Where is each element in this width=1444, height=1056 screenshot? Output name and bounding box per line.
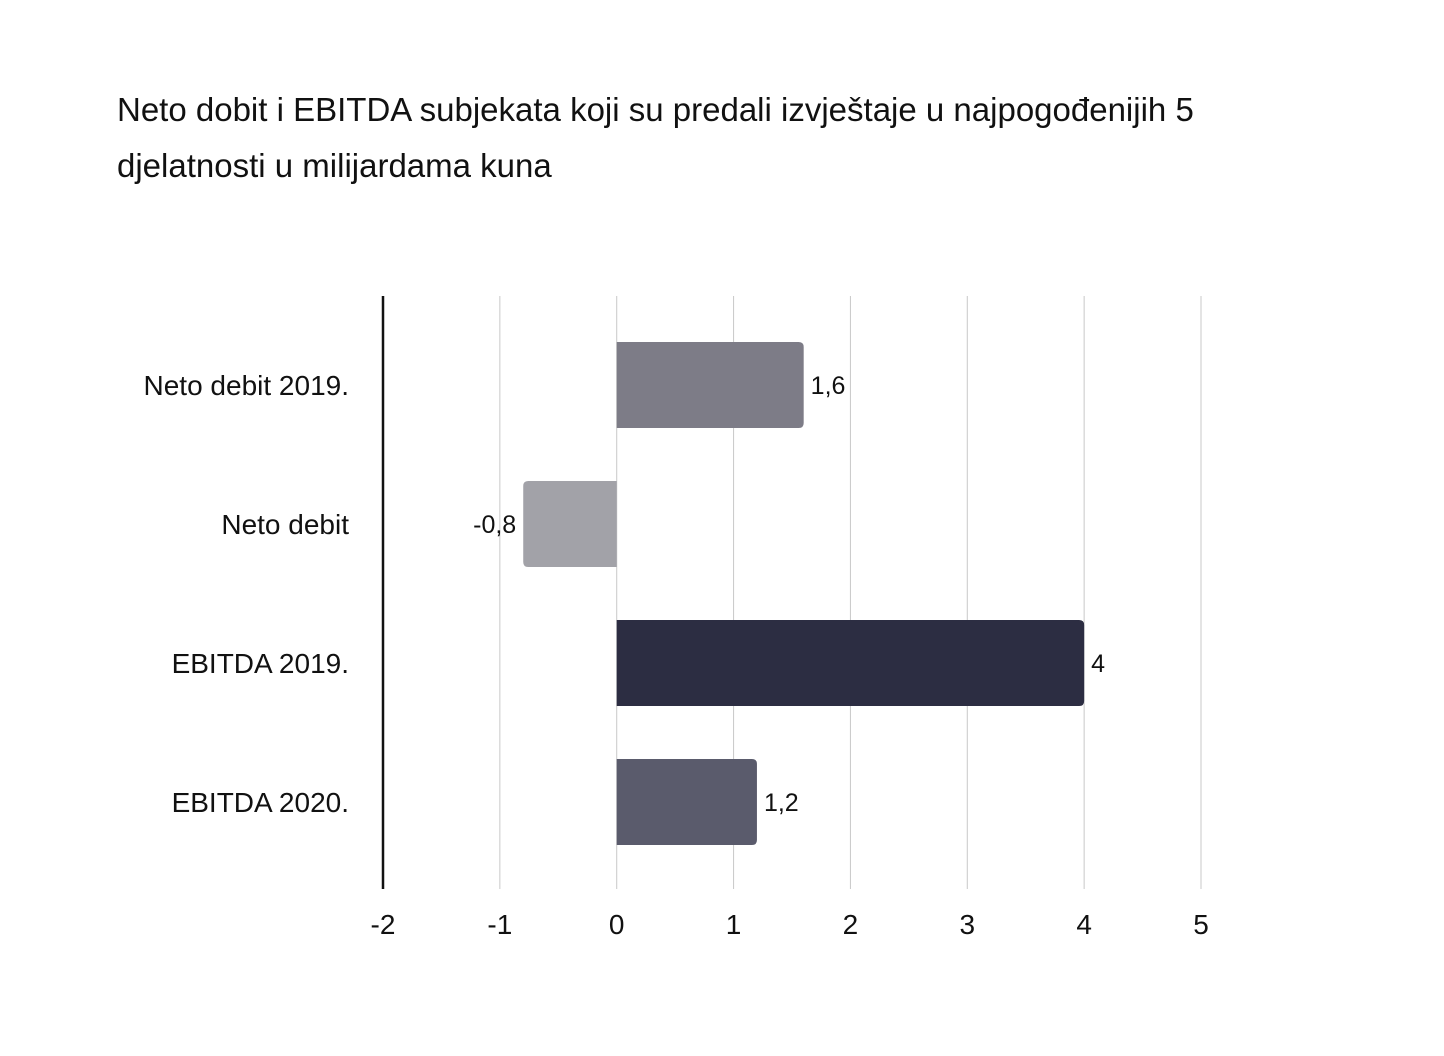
category-label: EBITDA 2020. (172, 787, 349, 818)
x-tick-label: 5 (1193, 909, 1209, 940)
value-label: 4 (1091, 650, 1105, 678)
x-tick-label: 1 (726, 909, 742, 940)
x-tick-label: 4 (1076, 909, 1092, 940)
category-label: Neto debit (221, 509, 349, 540)
gridlines (499, 296, 1202, 889)
chart-title: Neto dobit i EBITDA subjekata koji su pr… (117, 91, 1194, 184)
x-tick-label: -2 (371, 909, 396, 940)
labels: -2 -1 0 1 2 3 4 5 Neto debit 2019. 1,6 Neto debit -… (144, 370, 1209, 940)
x-tick-label: -1 (487, 909, 512, 940)
category-label: Neto debit 2019. (144, 370, 350, 401)
x-tick-label: 0 (609, 909, 625, 940)
bar-3 (616, 759, 757, 845)
bar-2 (616, 620, 1085, 706)
bar-0 (616, 342, 804, 428)
value-label: 1,6 (811, 372, 846, 400)
category-label: EBITDA 2019. (172, 648, 349, 679)
value-label: 1,2 (764, 789, 799, 817)
x-tick-label: 3 (959, 909, 975, 940)
bar-1 (523, 481, 617, 567)
x-tick-label: 2 (843, 909, 859, 940)
value-label: -0,8 (473, 511, 516, 539)
bars (523, 342, 1085, 845)
